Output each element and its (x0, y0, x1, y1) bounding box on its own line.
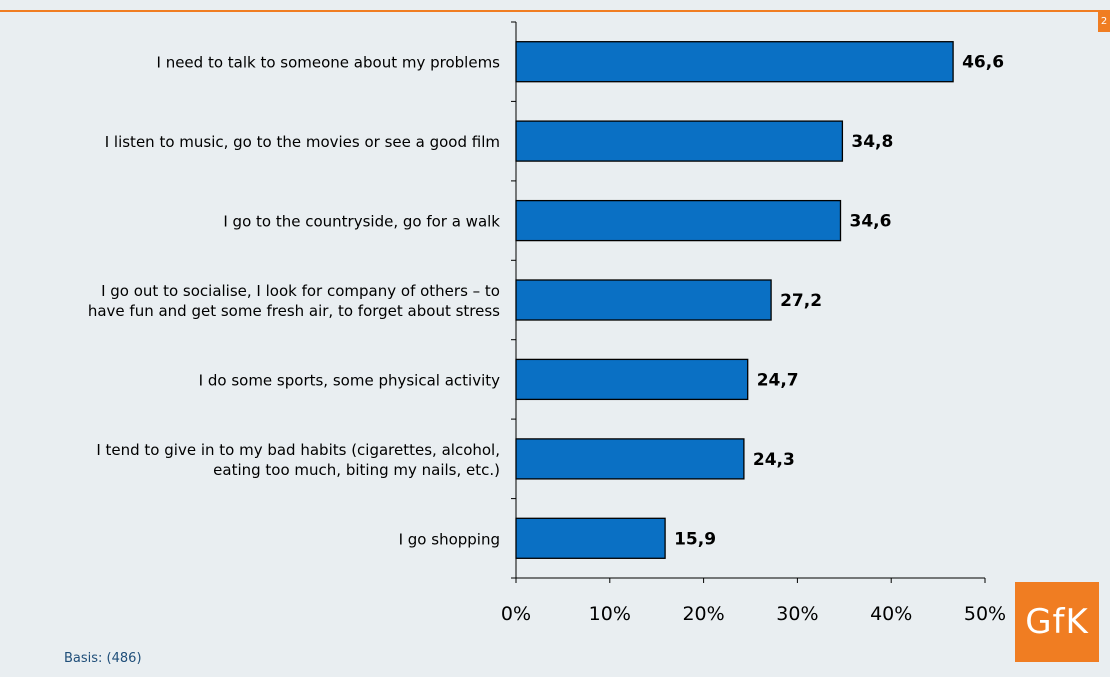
category-label: I need to talk to someone about my probl… (157, 54, 501, 72)
x-tick-label: 50% (964, 603, 1006, 625)
x-tick-label: 40% (870, 603, 912, 625)
category-label: I listen to music, go to the movies or s… (105, 133, 500, 151)
bar (515, 199, 842, 242)
bar-value-label: 46,6 (962, 53, 1004, 73)
header-rule (0, 10, 1110, 12)
x-tick-label: 30% (776, 603, 818, 625)
bar (515, 358, 749, 401)
category-label: have fun and get some fresh air, to forg… (88, 302, 500, 320)
page-number: 2 (1098, 12, 1110, 32)
x-tick-label: 20% (682, 603, 724, 625)
bar (515, 279, 772, 321)
bar (515, 41, 954, 83)
bar-value-label: 24,7 (757, 370, 799, 390)
category-label: I go to the countryside, go for a walk (223, 213, 500, 231)
bar-value-label: 34,6 (850, 212, 892, 232)
category-label: I tend to give in to my bad habits (ciga… (96, 441, 500, 459)
bar-value-label: 24,3 (753, 450, 795, 470)
bar (515, 517, 666, 559)
category-label: I do some sports, some physical activity (199, 371, 500, 389)
category-label: I go shopping (399, 530, 500, 548)
bar-value-label: 34,8 (851, 132, 893, 152)
bar-value-label: 15,9 (674, 529, 716, 549)
x-tick-label: 10% (589, 603, 631, 625)
x-tick-label: 0% (501, 603, 531, 625)
bar-value-label: 27,2 (780, 291, 822, 311)
category-label: eating too much, biting my nails, etc.) (213, 461, 500, 479)
bar (515, 120, 844, 162)
basis-footnote: Basis: (486) (64, 651, 142, 666)
category-label: I go out to socialise, I look for compan… (101, 282, 500, 300)
gfk-logo: GfK (1015, 582, 1099, 662)
bar (515, 438, 745, 480)
